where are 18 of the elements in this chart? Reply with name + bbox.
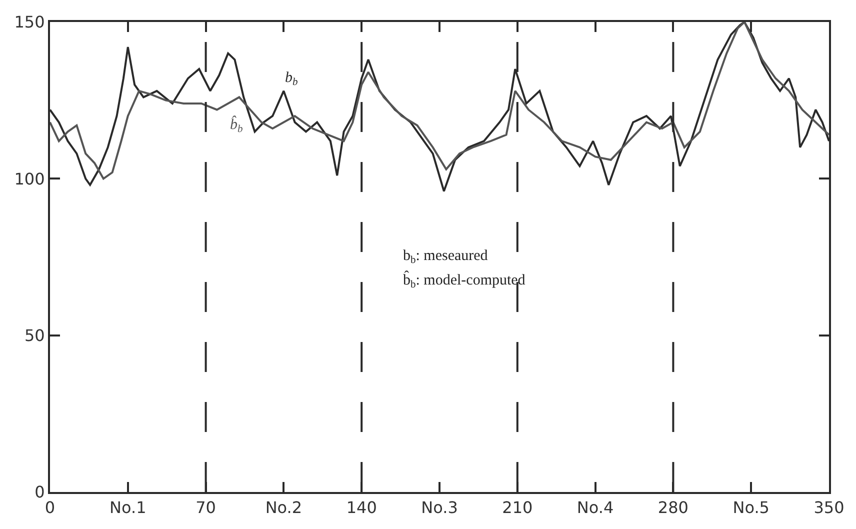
x-tick-label: No.1: [110, 498, 146, 518]
annotation: b$_{b}$: meseaured: [403, 248, 488, 266]
x-tick-label: 280: [658, 498, 688, 518]
x-tick-label: 350: [814, 498, 844, 518]
x-tick-label: 70: [196, 498, 216, 518]
x-tick-label: 140: [346, 498, 377, 518]
x-tick-label: No.2: [265, 498, 302, 518]
x-tick-label: No.4: [576, 498, 614, 518]
x-tick-label: No.5: [732, 498, 770, 518]
series-label: b̂$_{b}$: [230, 115, 243, 136]
y-tick-label: 100: [14, 169, 45, 188]
x-tick-label: No.3: [421, 498, 458, 518]
y-tick-label: 50: [24, 326, 45, 345]
x-tick-label: 210: [502, 498, 533, 518]
annotation: b̂$_{b}$: model-computed: [403, 270, 526, 291]
series-label: b$_{b}$: [285, 70, 298, 88]
y-tick-label: 150: [14, 12, 45, 32]
y-tick-label: 0: [34, 482, 45, 502]
